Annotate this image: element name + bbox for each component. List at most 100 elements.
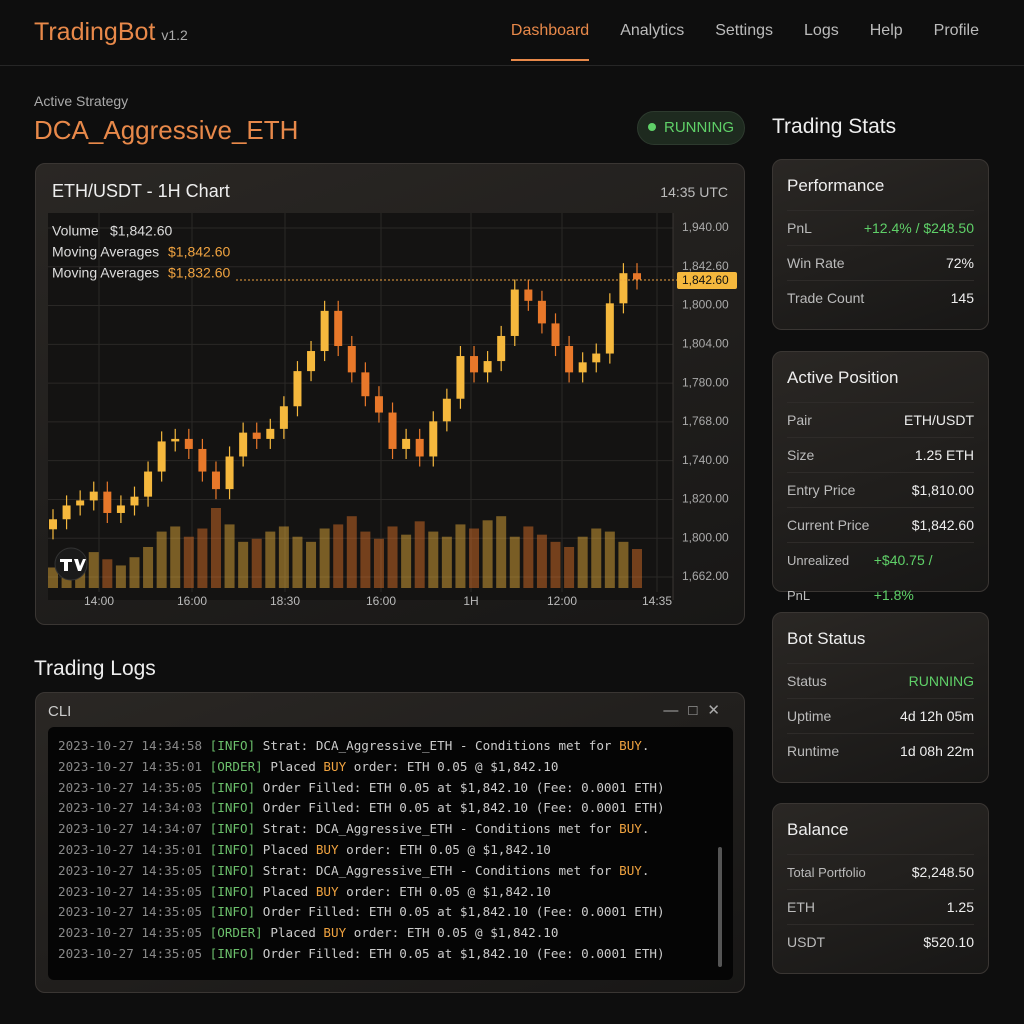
candle-body [551, 323, 560, 347]
log-text: Strat: DCA_Aggressive_ETH - Conditions m… [255, 738, 620, 753]
log-line: 2023-10-27 14:35:05 [INFO] Order Filled:… [58, 902, 723, 923]
terminal: 2023-10-27 14:34:58 [INFO] Strat: DCA_Ag… [48, 727, 733, 980]
log-line: 2023-10-27 14:34:58 [INFO] Strat: DCA_Ag… [58, 736, 723, 757]
candle-body [633, 273, 641, 280]
log-level: [INFO] [209, 904, 256, 920]
nav-item[interactable]: Settings [715, 22, 774, 39]
candle-body [144, 471, 153, 497]
log-level: [INFO] [209, 883, 256, 899]
log-highlight: BUY [315, 841, 339, 857]
stat-value: +$40.75 / +1.8% [873, 552, 933, 603]
brand-name[interactable]: TradingBot [34, 18, 156, 46]
brand[interactable]: TradingBot v1.2 [34, 18, 188, 47]
stat-label: Entry Price [787, 482, 856, 498]
legend-label: Moving Averages [52, 265, 159, 281]
candle-body [198, 448, 207, 472]
volume-bar [265, 531, 276, 588]
logs-title: Trading Logs [34, 657, 156, 680]
volume-bar [523, 526, 534, 588]
cli-title: CLI [48, 703, 72, 720]
logo-mark [60, 559, 86, 571]
candle-body [402, 438, 411, 449]
candle-body [89, 491, 98, 501]
stat-label: Current Price [787, 517, 870, 533]
log-level: [INFO] [209, 862, 256, 878]
volume-bar [564, 546, 575, 588]
log-time: 2023-10-27 14:35:05 [58, 779, 203, 795]
window-buttons[interactable]: —□✕ [663, 702, 730, 719]
candle-body [252, 432, 261, 439]
logo [54, 547, 88, 581]
nav-item[interactable]: Analytics [620, 22, 685, 39]
stat-card: Bot Status Status RUNNING Uptime 4d 12h 05m R… [772, 612, 989, 783]
log-time: 2023-10-27 14:35:01 [58, 758, 203, 774]
volume-bar [183, 536, 194, 588]
volume-bar [306, 541, 317, 588]
candle-body [307, 351, 316, 372]
stat-value: +12.4% / $248.50 [863, 220, 974, 236]
log-text: Order Filled: ETH 0.05 at $1,842.10 (Fee… [255, 779, 665, 795]
log-line: 2023-10-27 14:34:07 [INFO] Strat: DCA_Ag… [58, 819, 723, 840]
log-time: 2023-10-27 14:35:05 [58, 904, 203, 920]
nav-item[interactable]: Logs [804, 22, 839, 39]
candle-body [470, 356, 479, 373]
volume-bar [414, 521, 425, 588]
plot-bg [48, 213, 673, 600]
candle-body [415, 438, 424, 457]
stat-label: Trade Count [787, 290, 865, 306]
divider [0, 65, 1024, 66]
candle-body [565, 346, 574, 373]
stat-row: Unrealized PnL +$40.75 / +1.8% [787, 542, 974, 603]
nav-item[interactable]: Profile [933, 22, 979, 39]
stat-row: Entry Price $1,810.00 [787, 472, 974, 507]
log-line: 2023-10-27 14:35:05 [INFO] Order Filled:… [58, 778, 723, 799]
x-axis-label: 12:00 [547, 594, 577, 608]
log-text: Order Filled: ETH 0.05 at $1,842.10 (Fee… [255, 800, 665, 816]
candle-body [510, 289, 519, 336]
log-level: [INFO] [209, 738, 256, 753]
stat-value: $1,842.60 [911, 517, 974, 533]
legend-label: Volume [52, 223, 99, 239]
stat-label: Uptime [787, 708, 832, 724]
cli-window: CLI —□✕ 2023-10-27 14:34:58 [INFO] Strat… [35, 692, 745, 993]
stat-label: Pair [787, 412, 812, 428]
y-axis-label: 1,800.00 [682, 530, 729, 544]
stat-rows: Total Portfolio $2,248.50 ETH 1.25 USDT $520.… [773, 854, 988, 959]
legend-value: $1,832.60 [168, 265, 230, 281]
candle-body [537, 300, 546, 324]
strategy-name: DCA_Aggressive_ETH [34, 115, 299, 145]
volume-bar [387, 526, 398, 588]
volume-bar [333, 524, 344, 588]
candle-body [157, 441, 166, 472]
chart-time: 14:35 UTC [660, 184, 728, 200]
candle-body [239, 432, 248, 457]
stat-row: Uptime 4d 12h 05m [787, 698, 974, 733]
candle-body [388, 412, 397, 449]
log-line: 2023-10-27 14:35:05 [ORDER] Placed BUY o… [58, 923, 723, 944]
stat-row: Pair ETH/USDT [787, 402, 974, 437]
scrollbar[interactable] [718, 847, 722, 967]
nav-item[interactable]: Dashboard [510, 22, 590, 61]
chart-card: 1,940.00 1,842.60 1,800.00 1,804.00 1,780.00… [35, 163, 745, 625]
stat-rows: Status RUNNING Uptime 4d 12h 05m Runtime 1d 0… [773, 663, 988, 768]
log-line: 2023-10-27 14:35:05 [INFO] Placed BUY or… [58, 882, 723, 903]
stat-rows: PnL +12.4% / $248.50 Win Rate 72% Trade Coun… [773, 210, 988, 315]
candle-body [497, 335, 506, 362]
stat-card-title: Active Position [787, 368, 899, 387]
log-text: Placed [262, 925, 324, 941]
y-axis-label: 1,804.00 [682, 337, 729, 351]
stat-label: Runtime [787, 743, 840, 759]
status-text: RUNNING [664, 119, 734, 136]
log-level: [INFO] [209, 945, 256, 961]
stat-value: RUNNING [908, 673, 974, 689]
stat-value: 1.25 [946, 899, 974, 915]
nav-item[interactable]: Help [869, 22, 903, 39]
volume-bar [401, 534, 412, 588]
stat-label: Unrealized PnL [787, 553, 850, 603]
candle-body [266, 428, 275, 439]
x-axis-label: 18:30 [270, 594, 300, 608]
y-axis-label: 1,800.00 [682, 298, 729, 312]
stat-label: USDT [787, 934, 826, 950]
price-tag-text: 1,842.60 [682, 273, 729, 287]
stat-card-title: Bot Status [787, 629, 866, 648]
